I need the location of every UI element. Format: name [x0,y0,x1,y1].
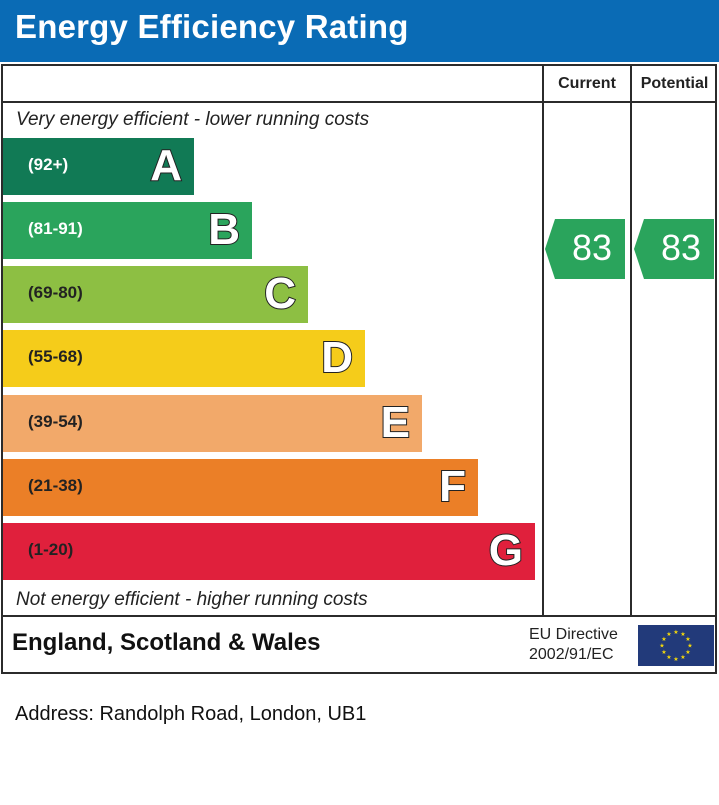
band-letter: B [207,204,241,255]
band-letter: A [149,140,183,191]
band-range: (1-20) [28,540,74,559]
eu-directive: EU Directive 2002/91/EC [529,625,618,665]
svg-text:★: ★ [673,629,678,636]
title-bar: Energy Efficiency Rating [0,0,719,62]
current-rating-value: 83 [571,227,613,268]
rating-chart: Current Potential Very energy efficient … [1,64,717,617]
header-divider [3,101,715,103]
svg-text:★: ★ [661,649,666,656]
potential-rating-value: 83 [660,227,702,268]
svg-text:★: ★ [659,643,664,650]
band-letter: E [380,397,411,448]
svg-text:★: ★ [680,654,685,661]
band-a: (92+) A [3,138,194,195]
band-range: (81-91) [28,219,83,238]
svg-text:★: ★ [680,631,685,638]
svg-text:★: ★ [666,654,671,661]
potential-column-header: Potential [640,75,709,92]
svg-text:★: ★ [685,636,690,643]
current-column-header: Current [558,75,616,92]
svg-text:★: ★ [666,631,671,638]
band-letter: C [263,268,297,319]
band-range: (69-80) [28,283,83,302]
band-d: (55-68) D [3,330,365,387]
potential-rating-arrow: 83 [634,219,714,279]
band-c: (69-80) C [3,266,308,323]
band-e: (39-54) E [3,395,422,452]
region-label: England, Scotland & Wales [12,629,321,656]
potential-column-divider [630,66,632,615]
band-b: (81-91) B [3,202,252,259]
band-range: (55-68) [28,347,83,366]
current-rating-arrow: 83 [545,219,625,279]
band-g: (1-20) G [3,523,535,580]
current-column-divider [542,66,544,615]
svg-text:★: ★ [685,649,690,656]
arrow-left-icon [545,219,625,279]
caption-efficient: Very energy efficient - lower running co… [16,109,370,130]
band-letter: G [488,525,524,576]
band-range: (21-38) [28,476,83,495]
svg-text:★: ★ [687,643,692,650]
band-letter: D [320,332,354,383]
page-title: Energy Efficiency Rating [15,8,409,45]
directive-line2: 2002/91/EC [529,646,614,663]
band-f: (21-38) F [3,459,478,516]
band-letter: F [438,461,467,512]
arrow-left-icon [634,219,714,279]
band-range: (92+) [28,155,69,174]
caption-inefficient: Not energy efficient - higher running co… [16,589,368,610]
band-range: (39-54) [28,412,83,431]
eu-flag-icon: ★ ★ ★ ★ ★ ★ ★ ★ ★ ★ ★ ★ [638,625,714,666]
svg-text:★: ★ [673,656,678,663]
property-address: Address: Randolph Road, London, UB1 [15,703,367,725]
directive-line1: EU Directive [529,626,618,643]
footer: England, Scotland & Wales EU Directive 2… [1,617,717,674]
svg-text:★: ★ [661,636,666,643]
